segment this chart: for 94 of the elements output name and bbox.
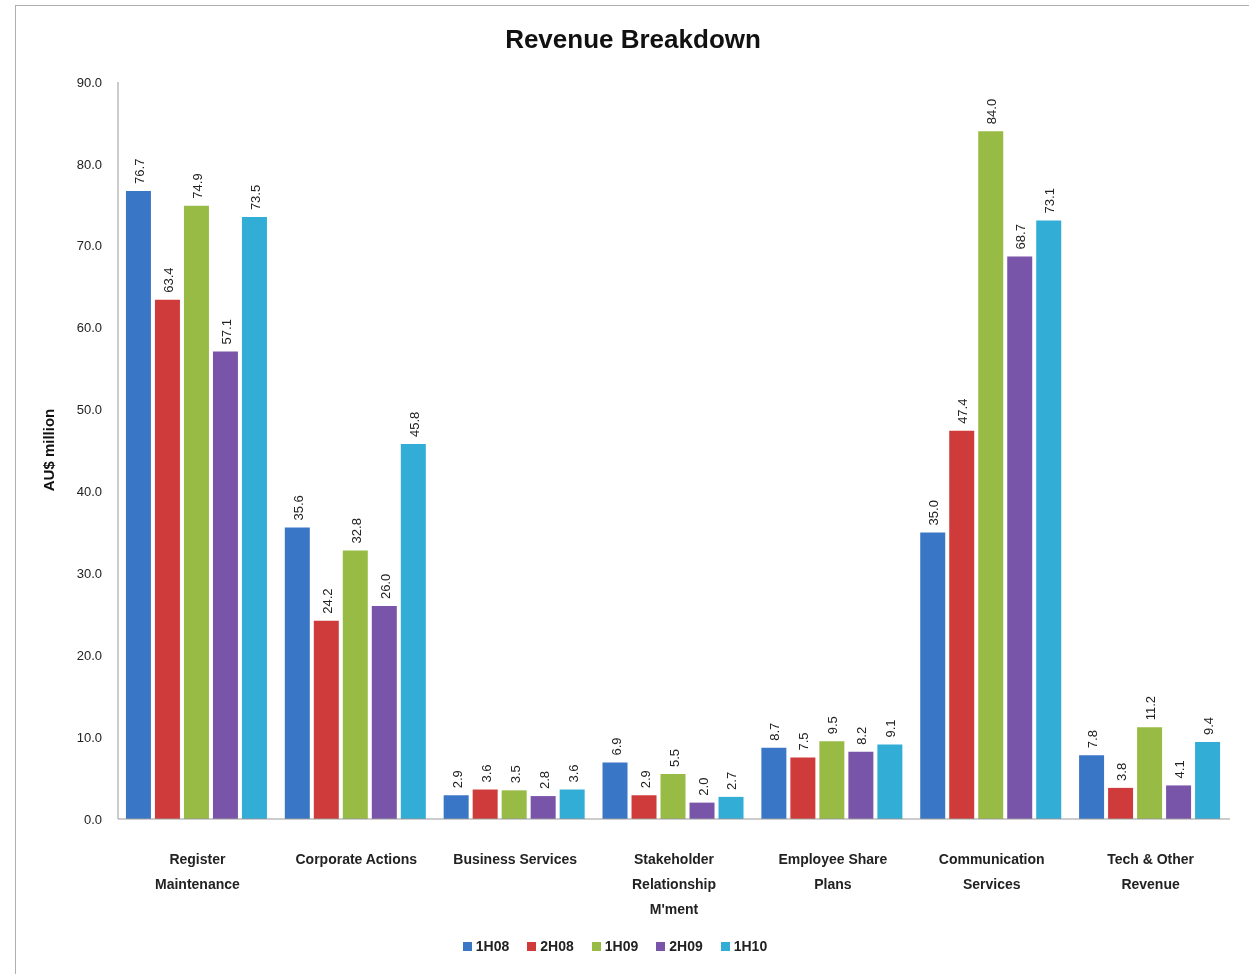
bar <box>530 796 556 819</box>
data-label: 2.0 <box>695 777 711 796</box>
x-tick-label: Corporate Actions <box>295 851 418 867</box>
data-label: 84.0 <box>984 98 1000 125</box>
bar <box>342 550 368 819</box>
bar <box>1007 256 1033 819</box>
bar <box>1166 785 1192 819</box>
y-tick-label: 0.0 <box>83 811 102 827</box>
data-label: 3.6 <box>565 764 581 783</box>
data-label: 6.9 <box>608 737 624 756</box>
bar <box>602 762 628 819</box>
data-label: 63.4 <box>160 267 176 293</box>
data-label: 8.2 <box>854 726 870 745</box>
bar <box>660 773 686 819</box>
data-label: 68.7 <box>1013 224 1029 250</box>
data-label: 35.6 <box>290 495 306 521</box>
bar <box>154 299 180 819</box>
y-tick-label: 20.0 <box>76 647 102 663</box>
data-label: 76.7 <box>131 158 147 184</box>
bar <box>241 217 267 819</box>
data-label: 7.8 <box>1085 730 1101 749</box>
bar <box>1079 755 1105 819</box>
bar <box>1036 220 1062 819</box>
bar <box>1137 727 1163 819</box>
data-label: 9.5 <box>825 716 841 735</box>
data-label: 35.0 <box>926 500 942 526</box>
y-tick-label: 70.0 <box>76 238 102 254</box>
data-label: 73.1 <box>1042 188 1058 214</box>
data-label: 2.8 <box>536 770 552 790</box>
data-label: 45.8 <box>406 411 422 437</box>
data-label: 3.8 <box>1114 762 1130 781</box>
data-label: 47.4 <box>955 398 971 424</box>
bar <box>501 790 527 819</box>
bar <box>212 351 238 819</box>
legend-label: 1H09 <box>604 938 639 954</box>
x-tick-label: Communication Services <box>938 851 1045 892</box>
data-label: 9.1 <box>883 719 899 738</box>
bar <box>284 527 310 819</box>
bar <box>819 741 845 819</box>
bar <box>371 606 397 819</box>
chart-title: Revenue Breakdown <box>504 24 762 54</box>
data-label: 74.9 <box>189 173 205 199</box>
bar <box>790 757 816 819</box>
bar <box>631 795 657 819</box>
legend-label: 1H08 <box>475 938 510 954</box>
data-label: 5.5 <box>666 748 682 767</box>
data-label: 4.1 <box>1172 760 1188 779</box>
data-label: 73.5 <box>247 184 263 211</box>
bar <box>689 802 715 819</box>
bar <box>920 532 946 819</box>
bar <box>472 789 498 819</box>
legend-label: 1H10 <box>733 938 768 954</box>
bar <box>718 796 744 819</box>
data-label: 2.9 <box>637 770 653 789</box>
bar <box>1108 787 1134 819</box>
x-tick-label: Register Maintenance <box>155 851 241 892</box>
data-label: 57.1 <box>218 319 234 345</box>
y-tick-label: 30.0 <box>76 565 102 581</box>
bar <box>559 789 585 819</box>
data-label: 8.7 <box>767 722 783 741</box>
bar <box>978 131 1004 819</box>
bar <box>400 443 426 819</box>
y-tick-label: 50.0 <box>76 402 102 418</box>
y-axis-title: AU$ million <box>39 408 57 492</box>
x-tick-label: Tech & Other Revenue <box>1107 851 1195 892</box>
bar <box>877 744 903 819</box>
data-label: 7.5 <box>796 732 812 751</box>
y-tick-label: 40.0 <box>76 484 102 500</box>
y-tick-label: 80.0 <box>76 156 102 172</box>
bar <box>848 751 874 819</box>
data-label: 11.2 <box>1143 695 1159 721</box>
x-tick-label: Stakeholder Relationship M'ment <box>631 851 717 917</box>
data-label: 24.2 <box>319 588 335 614</box>
bar <box>949 430 975 819</box>
data-label: 26.0 <box>377 573 393 600</box>
x-tick-label: Employee Share Plans <box>778 851 888 892</box>
bar <box>443 795 469 819</box>
bar <box>313 620 339 819</box>
data-label: 32.8 <box>348 518 364 544</box>
bar <box>761 747 787 819</box>
legend-label: 2H08 <box>540 938 574 954</box>
data-label: 2.7 <box>724 771 740 790</box>
bar <box>125 190 151 819</box>
data-label: 2.9 <box>449 770 465 789</box>
data-label: 3.6 <box>478 764 494 783</box>
data-label: 9.4 <box>1201 716 1217 736</box>
legend-label: 2H09 <box>669 938 703 954</box>
x-tick-label: Business Services <box>453 851 578 867</box>
bar <box>1195 742 1221 819</box>
bar <box>183 205 209 819</box>
y-tick-label: 10.0 <box>76 729 102 745</box>
y-tick-label: 90.0 <box>76 74 102 90</box>
data-label: 3.5 <box>507 765 523 784</box>
y-tick-label: 60.0 <box>76 320 102 336</box>
